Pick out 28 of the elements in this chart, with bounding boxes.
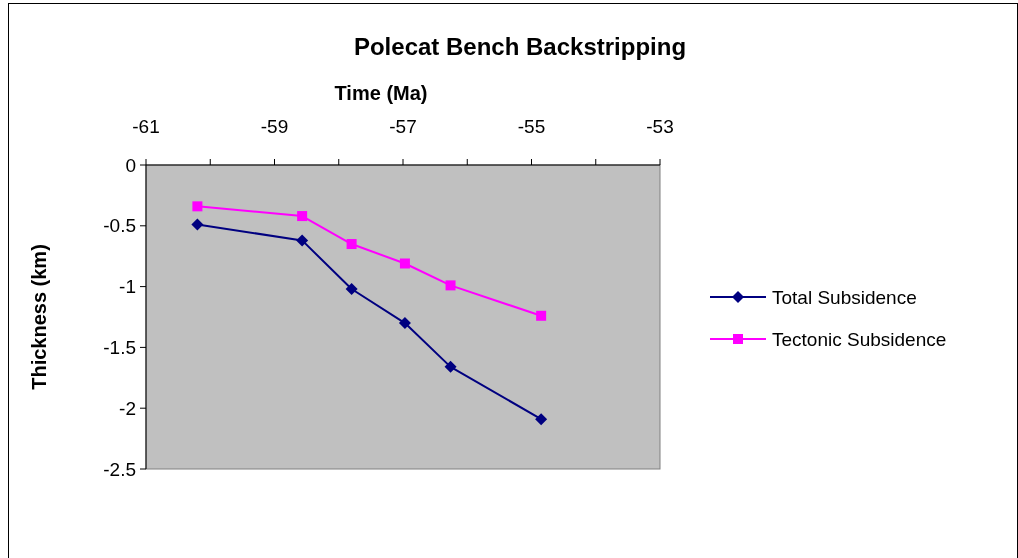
point [346, 239, 357, 250]
x-axis-title: Time (Ma) [334, 82, 428, 104]
point [444, 360, 457, 373]
point [191, 218, 204, 231]
y-tick-label: 0 [125, 154, 136, 176]
chart-title: Polecat Bench Backstripping [353, 33, 687, 60]
point [297, 211, 308, 222]
y-tick-label: -2 [119, 397, 136, 419]
legend-label: Tectonic Subsidence [772, 328, 947, 350]
y-axis-title: Thickness (km) [28, 244, 50, 390]
x-tick-label: -61 [132, 116, 160, 137]
point [398, 317, 411, 330]
point [345, 283, 358, 296]
x-tick-label: -55 [517, 116, 546, 137]
x-tick-label: -59 [260, 116, 289, 137]
x-tick-label: -53 [646, 116, 674, 137]
x-tick-label: -57 [389, 116, 417, 137]
point [535, 413, 548, 426]
point [399, 258, 410, 269]
y-tick-label: -1 [119, 276, 136, 298]
y-tick-label: -1.5 [103, 337, 136, 359]
point [192, 201, 203, 212]
point [536, 310, 547, 321]
point [296, 234, 309, 247]
y-tick-label: -2.5 [103, 458, 136, 480]
legend-label: Total Subsidence [772, 286, 917, 308]
point [445, 280, 456, 291]
y-tick-label: -0.5 [103, 215, 136, 237]
